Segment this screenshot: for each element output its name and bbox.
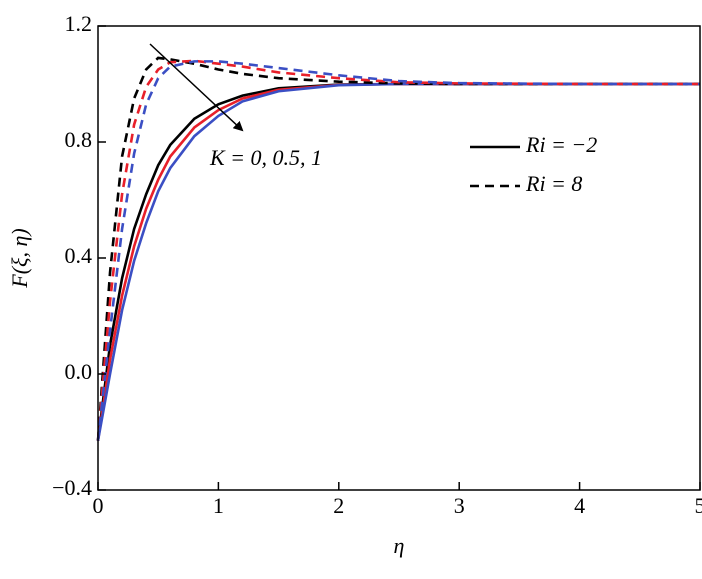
x-tick-label: 1 [213, 493, 224, 518]
y-axis-label: F(ξ, η) [7, 228, 32, 288]
x-tick-label: 3 [454, 493, 465, 518]
y-tick-label: 0.0 [65, 359, 93, 384]
y-tick-label: 0.8 [65, 127, 93, 152]
plot-area [98, 58, 700, 441]
x-axis-label: η [394, 533, 405, 558]
x-tick-label: 0 [93, 493, 104, 518]
x-tick-label: 2 [333, 493, 344, 518]
line-series [98, 61, 700, 441]
plot-frame [98, 26, 700, 490]
y-tick-label: −0.4 [52, 475, 92, 500]
x-tick-label: 5 [695, 493, 702, 518]
y-tick-label: 1.2 [65, 11, 93, 36]
legend-label: Ri = −2 [525, 132, 597, 157]
annotation: K = 0, 0.5, 1 [209, 145, 322, 170]
line-series [98, 61, 700, 440]
line-series [98, 58, 700, 441]
line-series [98, 84, 700, 441]
x-tick-label: 4 [574, 493, 585, 518]
line-series [98, 84, 700, 441]
legend-label: Ri = 8 [525, 171, 582, 196]
y-tick-label: 0.4 [65, 243, 93, 268]
line-series [98, 84, 700, 441]
